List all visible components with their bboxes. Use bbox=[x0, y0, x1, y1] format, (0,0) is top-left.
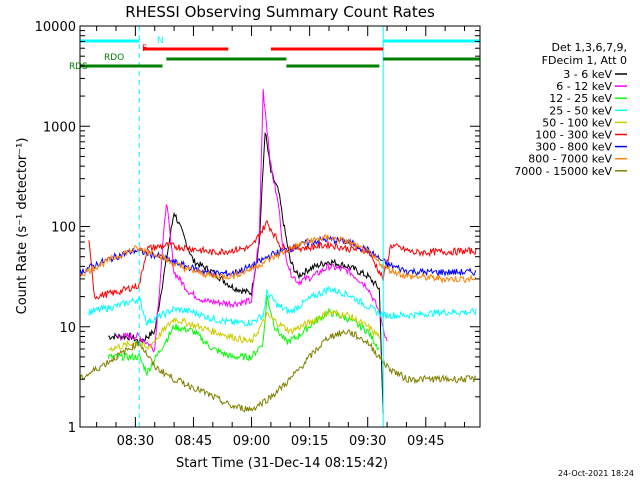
series-line-300-800-kev bbox=[80, 234, 477, 278]
series-line-25-50-kev bbox=[88, 285, 477, 327]
y-tick-label: 100 bbox=[51, 221, 76, 236]
y-tick-label: 10000 bbox=[35, 20, 76, 35]
night-flag-label: N bbox=[157, 36, 164, 46]
legend-label-6-12-kev: 6 - 12 keV bbox=[556, 80, 612, 93]
series-line-50-100-kev bbox=[108, 308, 380, 353]
series-line-6-12-kev bbox=[115, 89, 388, 353]
legend-label-12-25-kev: 12 - 25 keV bbox=[549, 92, 612, 105]
x-tick-label: 09:45 bbox=[407, 434, 444, 449]
y-tick-label: 10 bbox=[59, 321, 76, 336]
legend-label-300-800-kev: 300 - 800 keV bbox=[535, 141, 612, 154]
series-line-800-7000-kev bbox=[80, 233, 477, 284]
y-axis-label: Count Rate (s⁻¹ detector⁻¹) bbox=[15, 138, 30, 315]
series-line-7000-15000-kev bbox=[80, 329, 477, 413]
rds-flag-label: RDS bbox=[69, 62, 88, 72]
series-line-3-6-kev bbox=[108, 132, 384, 414]
x-axis-label: Start Time (31-Dec-14 08:15:42) bbox=[176, 456, 388, 471]
x-tick-label: 08:45 bbox=[175, 434, 212, 449]
legend-label-800-7000-kev: 800 - 7000 keV bbox=[528, 153, 612, 166]
y-tick-label: 1 bbox=[68, 421, 76, 436]
rdo-flag-label: RDO bbox=[104, 53, 124, 63]
series-layer bbox=[80, 89, 477, 414]
legend-label-3-6-kev: 3 - 6 keV bbox=[563, 68, 612, 81]
axis-layer: 1 10 100 1000 10000 08:30 08:45 09:00 09:15 09:30… bbox=[35, 20, 480, 449]
x-tick-label: 09:15 bbox=[291, 434, 328, 449]
x-tick-label: 09:30 bbox=[349, 434, 386, 449]
legend-label-100-300-kev: 100 - 300 keV bbox=[535, 129, 612, 142]
y-tick-label: 1000 bbox=[43, 120, 76, 135]
timestamp: 24-Oct-2021 18:24 bbox=[558, 469, 634, 478]
x-tick-label: 09:00 bbox=[233, 434, 270, 449]
legend-label-7000-15000-kev: 7000 - 15000 keV bbox=[514, 165, 612, 178]
series-line-100-300-kev bbox=[88, 219, 477, 300]
legend-header-line-1: Det 1,3,6,7,9, bbox=[551, 41, 627, 54]
legend: Det 1,3,6,7,9, FDecim 1, Att 0 3 - 6 keV… bbox=[514, 41, 627, 178]
x-tick-label: 08:30 bbox=[117, 434, 154, 449]
legend-header-line-2: FDecim 1, Att 0 bbox=[542, 54, 627, 67]
chart-title: RHESSI Observing Summary Count Rates bbox=[125, 3, 435, 21]
flare-flag-label: F bbox=[142, 44, 147, 54]
legend-label-25-50-kev: 25 - 50 keV bbox=[549, 104, 612, 117]
legend-label-50-100-kev: 50 - 100 keV bbox=[542, 116, 612, 129]
